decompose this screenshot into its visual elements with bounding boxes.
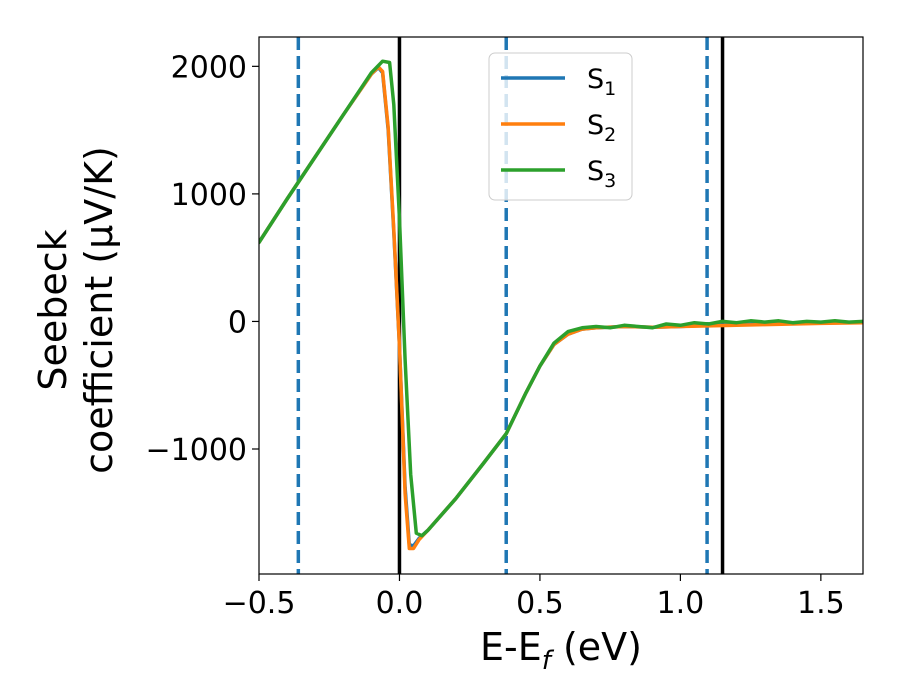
plot-frame: [258, 36, 864, 575]
legend: S1 S2 S3: [488, 52, 633, 201]
x-tick-label: 1.5: [797, 586, 845, 621]
x-tick-label: 0.0: [376, 586, 424, 621]
y-tick-label: 2000: [171, 50, 247, 85]
y-tick-label: −1000: [146, 433, 247, 468]
legend-label: S2: [587, 110, 616, 146]
y-axis-label-line1: Seebeck: [31, 229, 75, 390]
x-tick-label: 1.0: [657, 586, 705, 621]
x-tick-label: 0.5: [516, 586, 564, 621]
reference-lines: [296, 37, 725, 574]
legend-box: [488, 52, 633, 201]
series-line-s3: [259, 59, 863, 538]
y-tick-label: 1000: [171, 178, 247, 213]
y-axis: −1000 0 1000 2000: [146, 50, 259, 468]
x-tick-label: −0.5: [223, 586, 296, 621]
legend-label: S3: [587, 156, 616, 192]
legend-label: S1: [587, 64, 616, 100]
y-tick-label: 0: [228, 305, 247, 340]
data-series: [259, 59, 863, 551]
y-axis-label: Seebeck coefficient (μV/K): [31, 146, 121, 474]
x-axis: −0.5 0.0 0.5 1.0 1.5: [223, 574, 845, 621]
x-axis-label: E-Ef (eV): [480, 625, 642, 676]
y-axis-label-line2: coefficient (μV/K): [77, 146, 121, 474]
